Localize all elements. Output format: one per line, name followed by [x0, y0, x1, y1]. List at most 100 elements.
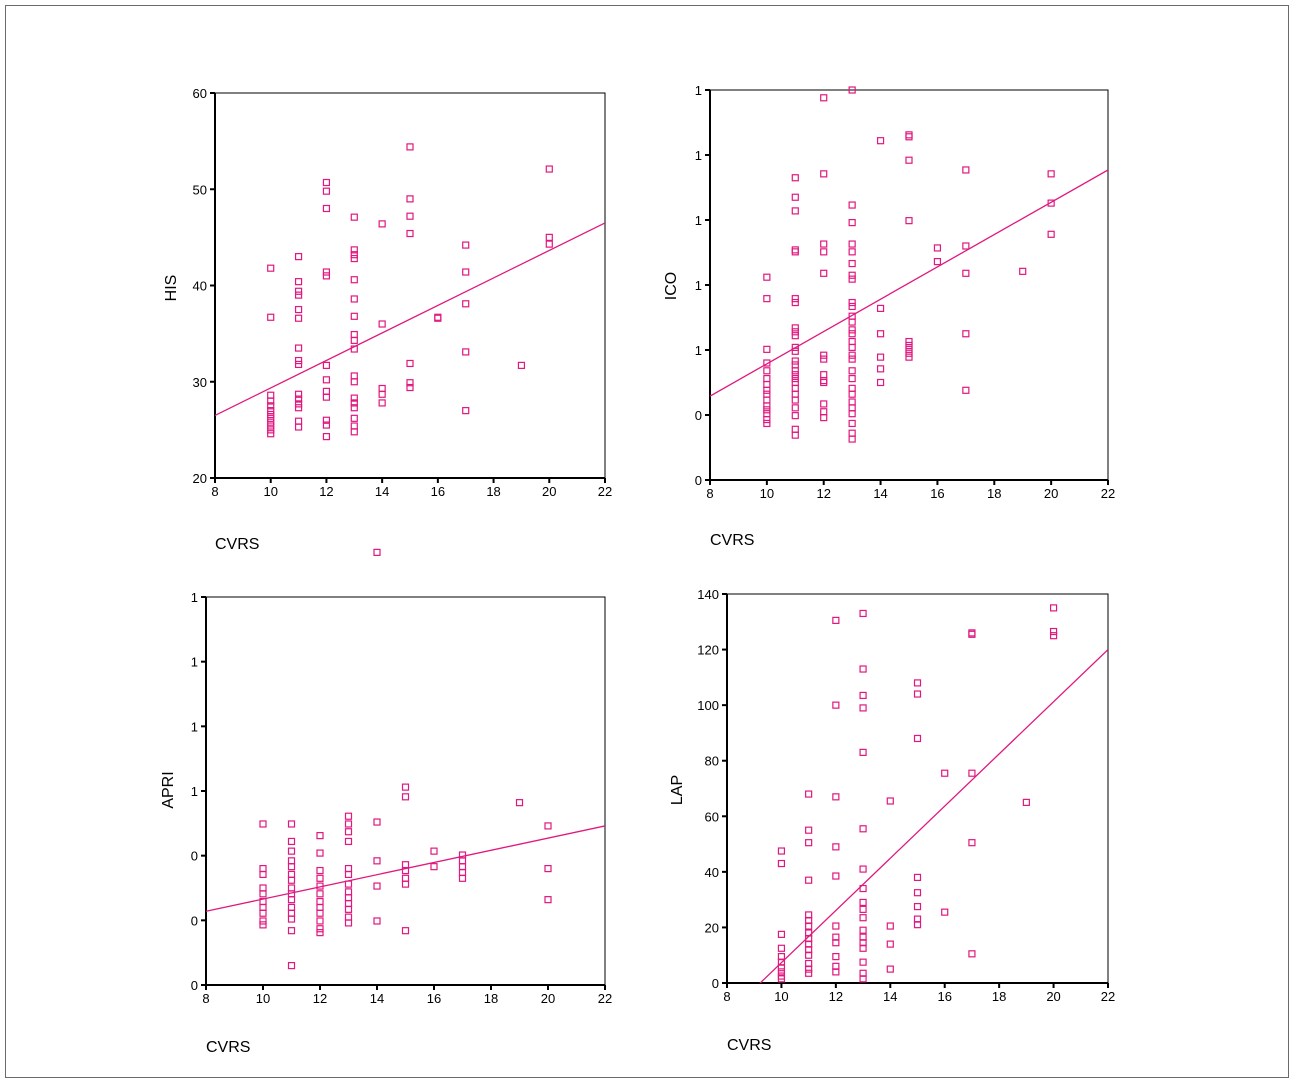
- data-point: [791, 367, 799, 375]
- data-point: [545, 233, 553, 241]
- data-point: [287, 884, 296, 892]
- data-point: [962, 166, 970, 174]
- data-point: [832, 872, 840, 880]
- data-point: [763, 396, 771, 404]
- data-point: [316, 917, 324, 925]
- data-point: [791, 324, 799, 332]
- data-point: [316, 882, 324, 890]
- data-point: [832, 939, 840, 947]
- y-tick-label: 0: [191, 913, 198, 928]
- data-point: [373, 857, 381, 865]
- data-point: [316, 849, 324, 857]
- data-point: [859, 914, 867, 922]
- data-point: [859, 748, 867, 756]
- data-point: [848, 298, 856, 307]
- data-point: [287, 876, 296, 884]
- data-point: [848, 410, 856, 418]
- data-point: [350, 372, 358, 380]
- x-tick-label: 18: [486, 484, 500, 499]
- y-tick-label: 30: [193, 375, 207, 390]
- x-tick-label: 22: [598, 484, 612, 499]
- data-point: [287, 909, 296, 917]
- data-point: [905, 341, 913, 350]
- data-point: [344, 828, 353, 836]
- data-point: [962, 269, 970, 277]
- data-point: [294, 417, 303, 425]
- data-point: [805, 969, 813, 977]
- x-tick-label: 12: [313, 991, 327, 1006]
- data-point: [848, 248, 856, 256]
- data-point: [517, 361, 526, 369]
- data-point: [373, 882, 381, 890]
- x-tick-label: 16: [930, 486, 944, 501]
- data-point: [350, 246, 358, 254]
- data-point: [1047, 199, 1055, 207]
- data-point: [763, 375, 771, 383]
- data-point: [859, 975, 867, 983]
- data-point: [406, 195, 414, 203]
- y-tick-label: 80: [705, 754, 719, 769]
- x-tick-label: 16: [431, 484, 445, 499]
- x-tick-label: 14: [370, 991, 384, 1006]
- data-point: [267, 407, 275, 415]
- data-point: [962, 330, 970, 338]
- data-point: [791, 328, 799, 336]
- data-point: [941, 769, 949, 777]
- data-point: [259, 921, 267, 929]
- data-point: [962, 242, 970, 250]
- data-point: [820, 376, 828, 385]
- data-point: [267, 414, 275, 422]
- data-point: [968, 950, 976, 958]
- data-point: [763, 410, 771, 418]
- data-point: [763, 406, 771, 414]
- data-point: [805, 965, 813, 973]
- data-point: [267, 418, 275, 426]
- data-point: [859, 665, 867, 673]
- data-point: [316, 925, 324, 933]
- data-point: [859, 865, 867, 873]
- data-point: [832, 701, 840, 709]
- data-point: [287, 961, 296, 970]
- data-point: [832, 793, 840, 801]
- x-tick-label: 22: [598, 991, 612, 1006]
- x-tick-label: 12: [829, 989, 843, 1004]
- data-point: [350, 404, 358, 412]
- data-point: [287, 903, 296, 912]
- data-point: [350, 399, 358, 407]
- data-point: [913, 889, 922, 897]
- data-point: [344, 880, 353, 888]
- data-point: [820, 170, 828, 178]
- data-point: [322, 204, 331, 213]
- data-point: [316, 903, 324, 912]
- y-tick-label: 1: [695, 278, 702, 293]
- x-tick-label: 8: [211, 484, 218, 499]
- data-point: [322, 376, 331, 384]
- data-point: [848, 367, 856, 375]
- chart-panel-apri: 8 10 12 14 16 18 20 22 0 0 0 1 1 1 1 APRI CVRS: [160, 548, 612, 1056]
- data-point: [859, 905, 867, 913]
- regression-line: [759, 649, 1108, 983]
- data-point: [322, 421, 331, 429]
- data-point: [791, 174, 799, 182]
- data-point: [259, 903, 267, 912]
- y-tick-label: 1: [191, 590, 198, 605]
- data-point: [763, 380, 771, 389]
- data-point: [913, 734, 922, 743]
- data-point: [859, 898, 867, 907]
- data-point: [267, 426, 275, 434]
- data-point: [848, 384, 856, 392]
- data-point: [350, 276, 358, 284]
- x-tick-label: 10: [760, 486, 774, 501]
- data-point: [913, 921, 922, 929]
- y-tick-label: 40: [705, 865, 719, 880]
- data-point: [430, 847, 438, 855]
- chart-panel-lap: 8 10 12 14 16 18 20 22 0 20 40 60 80 100 120 140 LAP CVRS: [669, 587, 1115, 1054]
- data-point: [905, 131, 913, 139]
- data-point: [294, 400, 303, 408]
- data-point: [848, 318, 856, 326]
- data-point: [876, 365, 885, 373]
- data-point: [316, 874, 324, 882]
- data-point: [350, 251, 358, 259]
- data-point: [378, 220, 386, 228]
- y-tick-label: 1: [695, 148, 702, 163]
